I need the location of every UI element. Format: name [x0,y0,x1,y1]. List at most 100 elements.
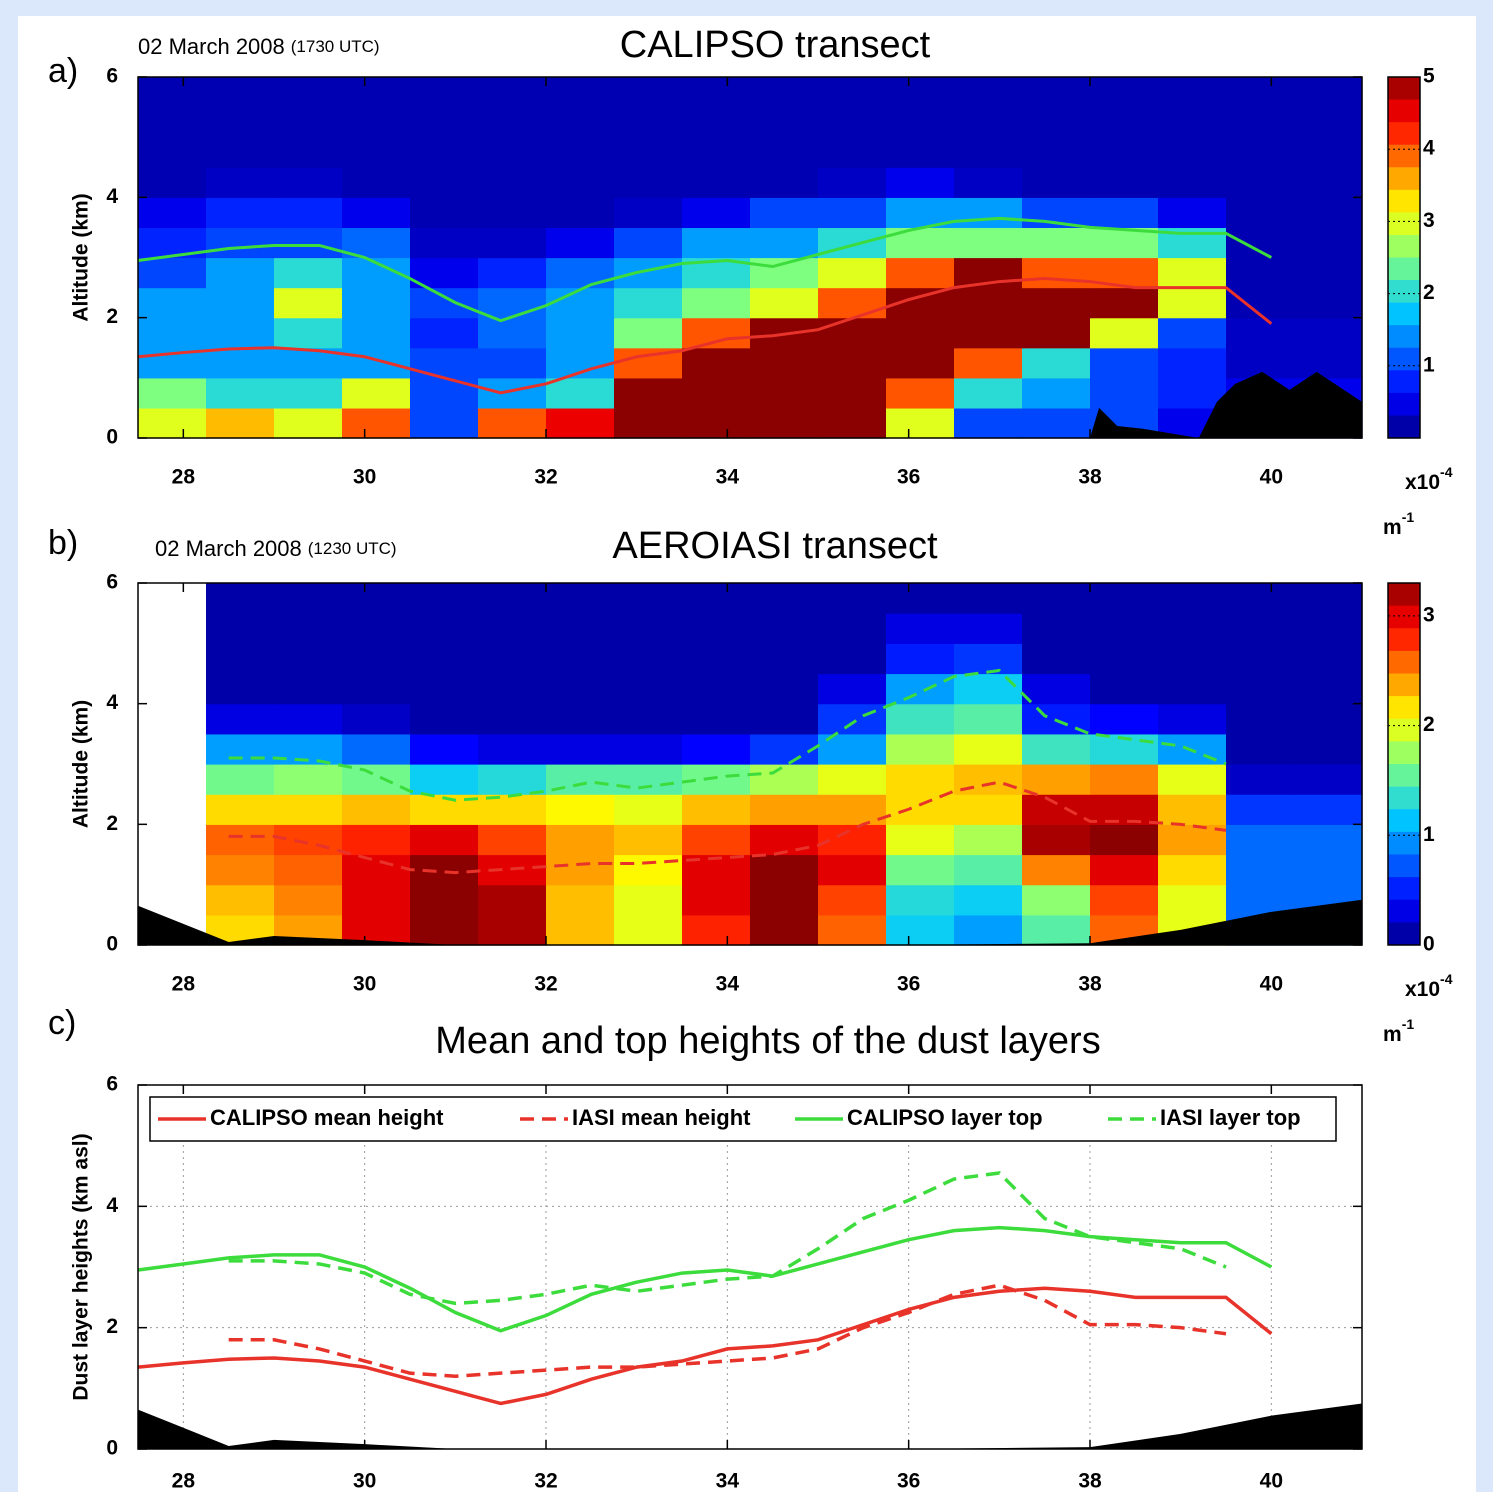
heatmap-cell [546,583,615,614]
heatmap-cell [1158,703,1227,735]
heatmap-cell [954,317,1023,349]
unit-exponent: -1 [1402,509,1415,525]
heatmap-cell [954,287,1023,319]
heatmap-cell [818,884,887,916]
heatmap-cell [1226,107,1295,138]
heatmap-cell [1022,257,1091,289]
x-tick-label: 28 [172,973,196,996]
heatmap-cell [750,347,819,379]
y-axis-label: Altitude (km) [70,700,93,828]
time: (1230 UTC) [308,539,397,558]
heatmap-cell [886,227,955,259]
colorbar-tick-label: 1 [1423,823,1435,846]
colorbar-band [1388,764,1420,788]
heatmap-cell [1226,197,1295,229]
heatmap-cell [274,167,343,198]
x-tick-label: 36 [897,973,920,996]
x-tick-label: 28 [172,466,196,489]
heatmap-cell [1294,794,1363,825]
heatmap-cell [342,764,411,795]
heatmap-cell [1294,317,1363,349]
heatmap-cell [206,377,275,409]
heatmap-cell [138,287,207,319]
heatmap-cell [614,137,683,168]
data-line [137,216,1273,323]
colorbar-band [1388,831,1420,855]
heatmap-cell [682,377,751,409]
heatmap-cell [818,703,887,735]
heatmap-cell [954,77,1023,108]
heatmap-cell [750,137,819,168]
colorbar-tick-label: 0 [1423,933,1435,956]
heatmap-cell [1158,257,1227,289]
colorbar-tick-label: 2 [1423,281,1435,304]
heatmap-cell [954,794,1023,825]
heatmap-cell [206,613,275,644]
heatmap-cell [1158,673,1227,705]
heatmap-cell [1158,137,1227,168]
heatmap-cell [614,377,683,409]
heatmap-cell [886,407,955,439]
heatmap-cell [1090,613,1159,644]
heatmap-cell [886,377,955,409]
heatmap-cell [138,317,207,349]
heatmap-cell [614,854,683,886]
heatmap-cell [138,377,207,409]
colorbar-band [1388,392,1420,416]
heatmap-cell [206,287,275,319]
heatmap-cell [750,167,819,198]
heatmap-cell [886,167,955,198]
heatmap-cell [1022,643,1091,675]
colorbar-band [1388,628,1420,652]
heatmap-cell [682,884,751,916]
heatmap-cell [478,287,547,319]
heatmap-cell [342,287,411,319]
heatmap-cell [1022,227,1091,259]
heatmap-cell [1226,167,1295,198]
heatmap-cell [954,227,1023,259]
colorbar-tick-label: 3 [1423,603,1435,626]
heatmap-cell [750,914,819,946]
heatmap-cell [1090,884,1159,916]
heatmap-cell [1226,824,1295,856]
y-tick-label: 4 [106,1194,118,1217]
heatmap-cell [342,854,411,886]
heatmap-cell [750,407,819,439]
heatmap-cell [342,317,411,349]
heatmap-cell [410,407,479,439]
heatmap-cell [1090,77,1159,108]
heatmap-cell [206,643,275,675]
heatmap-cell [954,824,1023,856]
heatmap-cell [1226,794,1295,825]
date-label: 02 March 2008 (1230 UTC) [155,536,397,561]
heatmap-cell [206,347,275,379]
heatmap-cell [886,643,955,675]
heatmap-cell [1158,884,1227,916]
x-tick-label: 34 [716,973,740,996]
heatmap-cell [750,107,819,138]
heatmap-cell [1022,583,1091,614]
heatmap-cell [886,583,955,614]
heatmap-cell [1158,167,1227,198]
heatmap-cell [682,643,751,675]
heatmap-cell [478,317,547,349]
heatmap-cell [886,824,955,856]
heatmap-cell [818,764,887,795]
heatmap-cell [410,227,479,259]
heatmap-cell [274,583,343,614]
heatmap-cell [1158,287,1227,319]
x-tick-label: 40 [1260,1470,1283,1492]
heatmap-cell [410,643,479,675]
panel-label: a) [48,52,78,90]
terrain [138,371,1362,438]
heatmap-cell [1226,257,1295,289]
heatmap-cell [274,643,343,675]
heatmap-cell [410,733,479,765]
x-tick-label: 34 [716,466,740,489]
heatmap-cell [478,583,547,614]
heatmap-cell [274,317,343,349]
heatmap-cell [818,794,887,825]
x-tick-label: 28 [172,1470,196,1492]
heatmap-cell [1022,764,1091,795]
heatmap-cell [1294,77,1363,108]
